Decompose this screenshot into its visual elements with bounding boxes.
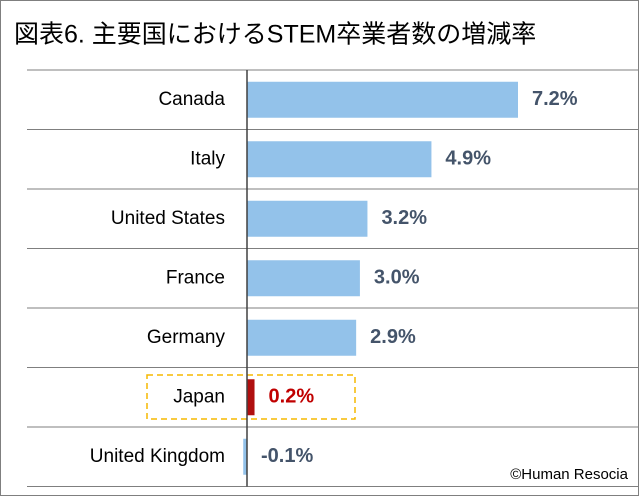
source: ©Human Resocia	[510, 466, 628, 483]
value-label: -0.1%	[261, 445, 313, 467]
category-label: Italy	[190, 148, 225, 169]
category-label: France	[166, 267, 225, 288]
value-label: 2.9%	[370, 326, 416, 348]
bar	[247, 200, 368, 237]
chart-title: 図表6. 主要国におけるSTEM卒業者数の増減率	[14, 21, 536, 49]
highlight-box	[146, 374, 356, 420]
category-label: United Kingdom	[90, 446, 225, 467]
bar	[247, 319, 357, 356]
value-label: 7.2%	[532, 88, 578, 110]
bar	[247, 81, 518, 118]
value-label: 4.9%	[445, 148, 491, 170]
category-label: Germany	[147, 327, 226, 348]
bar	[247, 141, 432, 178]
category-label: United States	[111, 208, 225, 229]
bar	[247, 379, 255, 416]
category-label: Canada	[158, 89, 225, 110]
value-label: 0.2%	[269, 386, 315, 408]
bar	[247, 260, 360, 297]
category-label: Japan	[173, 386, 225, 407]
value-label: 3.2%	[381, 207, 427, 229]
bar	[243, 438, 247, 475]
value-label: 3.0%	[374, 267, 420, 289]
